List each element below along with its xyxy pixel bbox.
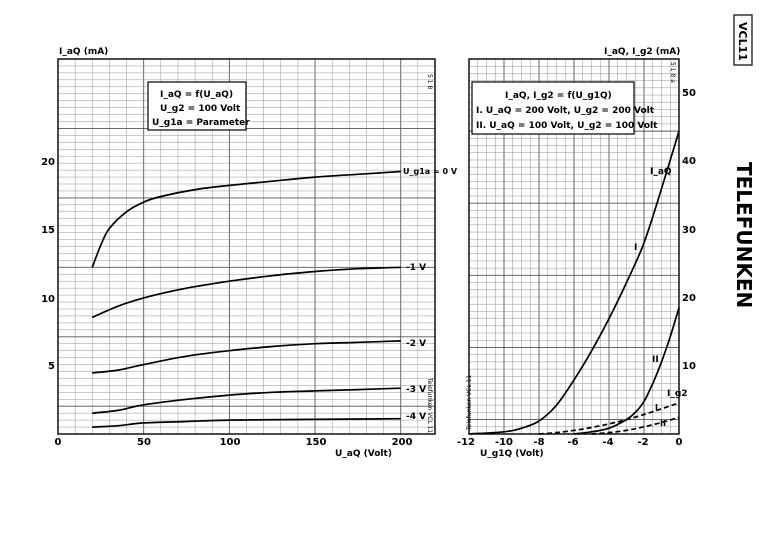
curve-label: -2 V (406, 339, 426, 349)
right-x-tick: -2 (637, 437, 648, 448)
tube-type-badge: VCL11 (733, 14, 753, 66)
right-y-tick: 50 (682, 88, 696, 99)
left-x-axis-label: U_aQ (Volt) (335, 449, 392, 459)
left-y-tick: 20 (41, 157, 55, 168)
curve-1 (91, 266, 401, 319)
right-curve-labels: I_aQ I II I_g2 I II (634, 167, 688, 428)
left-y-tick: 5 (48, 361, 55, 372)
right-x-axis-label: U_g1Q (Volt) (480, 449, 544, 459)
left-side-note: Telefunken VCL 11 (426, 377, 433, 433)
curve-label: I_aQ (650, 167, 672, 177)
curve-1 (573, 307, 680, 435)
right-y-axis-label: I_aQ, I_g2 (mA) (604, 47, 680, 57)
left-legend-line: I_aQ = f(U_aQ) (160, 90, 233, 100)
right-characteristic-chart: -12 -10 -8 -6 -4 -2 0 10 20 30 40 50 I_a… (457, 47, 696, 459)
right-corner-note: 5 1 8 a (669, 62, 676, 83)
curve-label: -1 V (406, 263, 426, 273)
curve-label: -4 V (406, 412, 426, 422)
left-legend-line: U_g2 = 100 Volt (160, 104, 241, 114)
left-x-tick: 0 (55, 437, 62, 448)
right-x-tick: -4 (602, 437, 613, 448)
left-x-tick: 150 (306, 437, 327, 448)
left-chart-legend: I_aQ = f(U_aQ) U_g2 = 100 Volt U_g1a = P… (147, 81, 250, 131)
right-chart-curves (468, 130, 680, 435)
left-chart-frame (57, 58, 436, 435)
left-x-tick: 200 (392, 437, 413, 448)
left-y-tick: 10 (41, 294, 55, 305)
right-legend-box (471, 81, 635, 135)
brand-wordmark: TELEFUNKEN (732, 162, 756, 308)
right-legend-line: I. U_aQ = 200 Volt, U_g2 = 200 Volt (476, 106, 655, 116)
right-side-note: Telefunken VCL 11 (466, 375, 473, 431)
curve-label: U_g1a = 0 V (403, 167, 458, 176)
right-legend-line: II. U_aQ = 100 Volt, U_g2 = 100 Volt (476, 121, 658, 131)
right-y-tick: 30 (682, 225, 696, 236)
curve-4 (92, 417, 401, 428)
right-y-tick: 10 (682, 361, 696, 372)
left-y-ticks: 5 10 15 20 (41, 157, 55, 372)
left-characteristic-chart: 0 50 100 150 200 5 10 15 20 I_aQ (mA) U_… (41, 47, 458, 459)
right-x-tick: -6 (567, 437, 578, 448)
right-chart-legend: I_aQ, I_g2 = f(U_g1Q) I. U_aQ = 200 Volt… (471, 81, 658, 135)
right-x-tick: 0 (676, 437, 683, 448)
right-legend-line: I_aQ, I_g2 = f(U_g1Q) (505, 91, 612, 101)
left-y-axis-label: I_aQ (mA) (59, 47, 108, 57)
curve-label: I_g2 (667, 389, 688, 399)
right-y-ticks: 10 20 30 40 50 (682, 88, 696, 372)
curve-label: II (652, 355, 659, 365)
right-y-tick: 40 (682, 156, 696, 167)
right-x-tick: -12 (457, 437, 475, 448)
curve-label: II (660, 419, 666, 428)
right-x-tick: -10 (495, 437, 513, 448)
curve-label: I (655, 403, 658, 412)
curve-label: I (634, 243, 637, 253)
left-curve-labels: U_g1a = 0 V -1 V -2 V -3 V -4 V (403, 167, 458, 422)
tube-type-box (733, 14, 753, 66)
left-chart-curves (91, 170, 401, 428)
curve-0 (91, 170, 401, 268)
left-y-tick: 15 (41, 225, 55, 236)
left-x-tick: 100 (220, 437, 241, 448)
curve-3 (92, 387, 401, 415)
left-legend-line: U_g1a = Parameter (152, 118, 250, 128)
curve-2 (92, 340, 401, 374)
right-x-tick: -8 (533, 437, 544, 448)
curve-3 (591, 416, 680, 435)
left-x-tick: 50 (137, 437, 151, 448)
right-x-ticks: -12 -10 -8 -6 -4 -2 0 (457, 437, 683, 448)
left-corner-note: 5 1 8 (426, 74, 433, 89)
left-legend-box (147, 81, 247, 131)
curve-2 (538, 402, 680, 435)
curve-0 (468, 130, 680, 435)
curve-label: -3 V (406, 385, 426, 395)
left-x-ticks: 0 50 100 150 200 (55, 437, 413, 448)
tube-type-label: VCL11 (736, 22, 749, 61)
right-y-tick: 20 (682, 293, 696, 304)
